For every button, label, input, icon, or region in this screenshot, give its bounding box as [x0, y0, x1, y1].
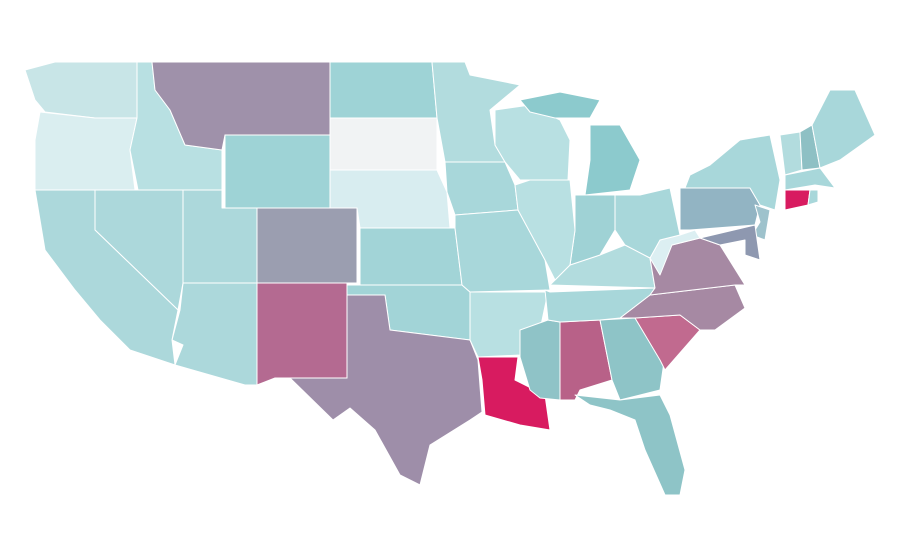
region — [289, 294, 483, 486]
region — [24, 61, 138, 119]
region — [171, 282, 258, 386]
region — [811, 89, 876, 169]
region — [519, 91, 601, 119]
region — [477, 356, 551, 431]
region — [329, 117, 438, 171]
region — [544, 287, 656, 323]
region — [34, 189, 179, 366]
region — [679, 187, 761, 231]
region — [614, 187, 681, 259]
region — [431, 61, 521, 163]
region — [574, 394, 686, 496]
region — [444, 161, 519, 216]
region — [807, 189, 819, 206]
region — [256, 207, 358, 284]
region — [514, 179, 576, 281]
region — [329, 61, 438, 119]
region — [779, 131, 803, 176]
region — [34, 111, 138, 191]
region — [699, 224, 761, 261]
region — [256, 282, 348, 386]
region — [584, 124, 641, 196]
region — [684, 134, 781, 211]
region — [784, 167, 836, 191]
region — [784, 189, 811, 211]
region — [224, 134, 331, 209]
region — [751, 204, 771, 241]
region — [359, 227, 463, 286]
